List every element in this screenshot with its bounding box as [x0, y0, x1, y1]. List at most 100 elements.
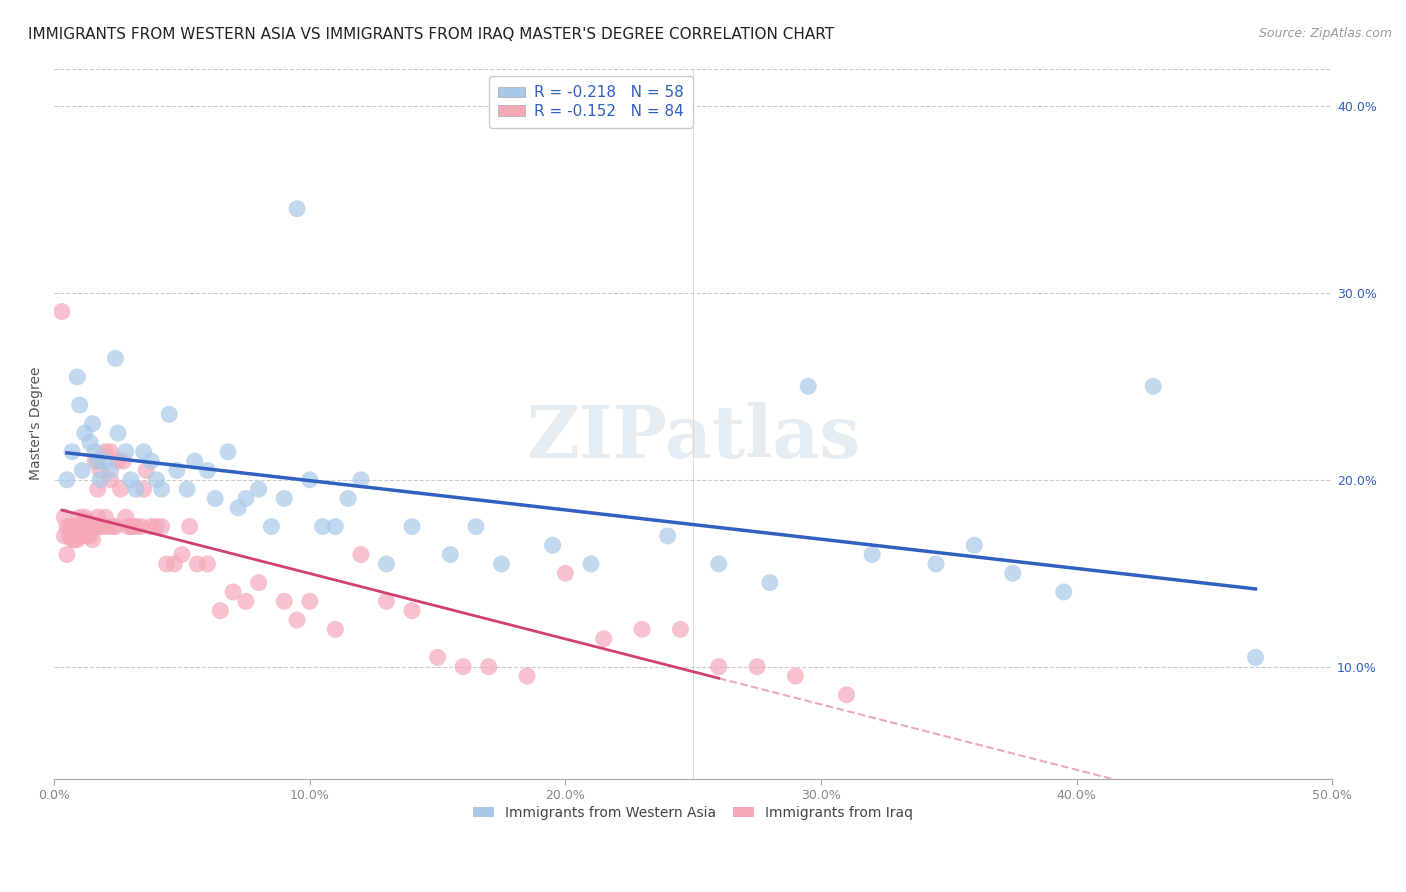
Point [176, 482, 198, 496]
Point [217, 444, 239, 458]
Point [298, 473, 321, 487]
Point [963, 538, 986, 552]
Point [669, 623, 692, 637]
Point [375, 594, 398, 608]
Point [94, 444, 117, 458]
Point [163, 557, 186, 571]
Y-axis label: Master's Degree: Master's Degree [30, 367, 44, 481]
Point [97, 519, 120, 533]
Point [125, 519, 148, 533]
Point [204, 491, 226, 506]
Point [100, 444, 122, 458]
Point [117, 519, 139, 533]
Point [860, 548, 883, 562]
Point [325, 519, 347, 533]
Point [100, 473, 122, 487]
Point [657, 529, 679, 543]
Point [541, 538, 564, 552]
Point [247, 575, 270, 590]
Text: ZIPatlas: ZIPatlas [526, 402, 860, 474]
Point [94, 510, 117, 524]
Point [925, 557, 948, 571]
Point [79, 529, 101, 543]
Point [51, 304, 73, 318]
Point [58, 519, 80, 533]
Text: IMMIGRANTS FROM WESTERN ASIA VS IMMIGRANTS FROM IRAQ MASTER'S DEGREE CORRELATION: IMMIGRANTS FROM WESTERN ASIA VS IMMIGRAN… [28, 27, 834, 42]
Point [72, 463, 94, 477]
Point [145, 473, 167, 487]
Point [63, 519, 86, 533]
Point [273, 491, 295, 506]
Point [186, 557, 208, 571]
Point [179, 519, 201, 533]
Point [69, 398, 91, 412]
Point [350, 473, 373, 487]
Legend: Immigrants from Western Asia, Immigrants from Iraq: Immigrants from Western Asia, Immigrants… [468, 800, 918, 825]
Point [554, 566, 576, 581]
Point [58, 529, 80, 543]
Point [110, 482, 132, 496]
Point [69, 510, 91, 524]
Point [107, 454, 129, 468]
Point [73, 510, 96, 524]
Point [100, 463, 122, 477]
Point [89, 463, 111, 477]
Point [132, 482, 155, 496]
Point [247, 482, 270, 496]
Point [1001, 566, 1024, 581]
Point [79, 435, 101, 450]
Point [56, 519, 79, 533]
Point [197, 463, 219, 477]
Point [707, 659, 730, 673]
Point [104, 519, 127, 533]
Point [53, 529, 76, 543]
Point [56, 473, 79, 487]
Point [141, 454, 163, 468]
Point [298, 594, 321, 608]
Point [184, 454, 207, 468]
Point [94, 454, 117, 468]
Point [337, 491, 360, 506]
Point [592, 632, 614, 646]
Point [91, 519, 114, 533]
Point [150, 519, 173, 533]
Point [86, 510, 108, 524]
Point [1244, 650, 1267, 665]
Point [125, 482, 148, 496]
Point [401, 519, 423, 533]
Point [285, 613, 308, 627]
Point [86, 454, 108, 468]
Point [82, 519, 104, 533]
Point [82, 417, 104, 431]
Point [141, 519, 163, 533]
Point [82, 533, 104, 547]
Point [122, 519, 145, 533]
Point [69, 529, 91, 543]
Point [104, 351, 127, 366]
Point [1142, 379, 1164, 393]
Point [579, 557, 602, 571]
Point [53, 510, 76, 524]
Point [222, 585, 245, 599]
Point [426, 650, 449, 665]
Point [72, 519, 94, 533]
Point [101, 519, 124, 533]
Point [132, 444, 155, 458]
Point [120, 519, 142, 533]
Point [285, 202, 308, 216]
Point [478, 659, 501, 673]
Point [835, 688, 858, 702]
Point [785, 669, 807, 683]
Point [73, 519, 96, 533]
Point [226, 500, 249, 515]
Point [451, 659, 474, 673]
Point [166, 463, 188, 477]
Point [209, 604, 232, 618]
Point [491, 557, 513, 571]
Point [79, 519, 101, 533]
Text: Source: ZipAtlas.com: Source: ZipAtlas.com [1258, 27, 1392, 40]
Point [170, 548, 193, 562]
Point [56, 548, 79, 562]
Point [66, 519, 89, 533]
Point [89, 519, 111, 533]
